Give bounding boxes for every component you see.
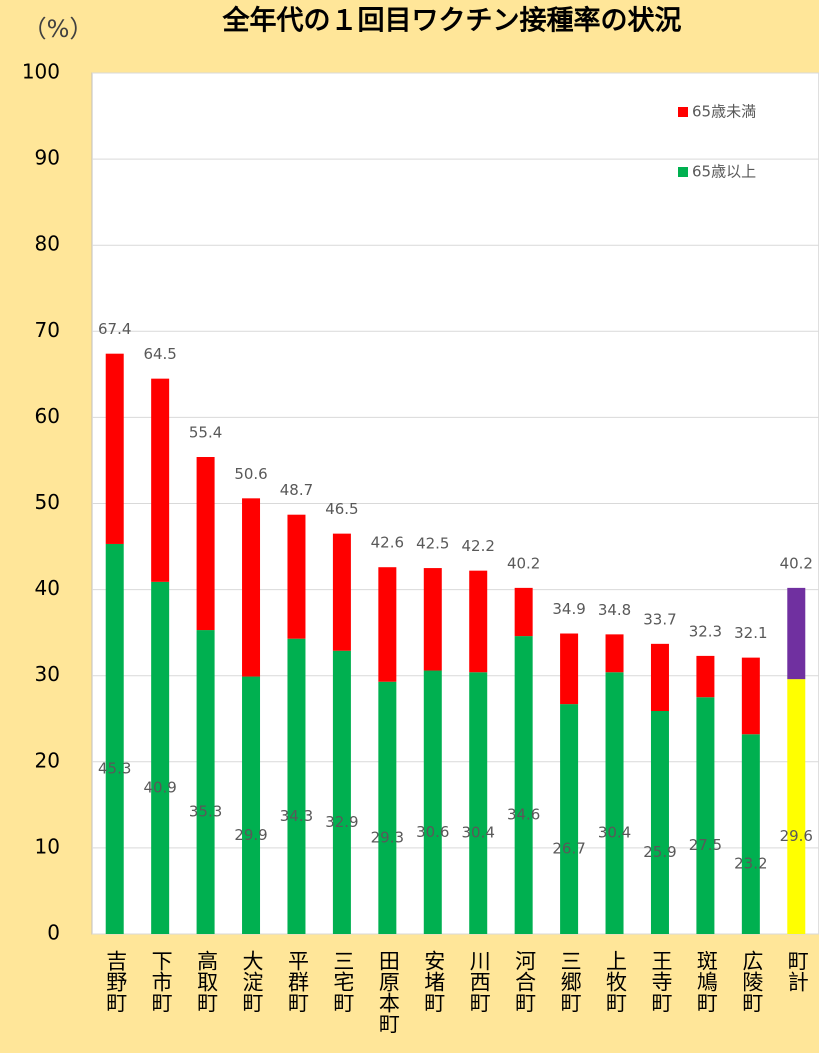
bar-segment (242, 676, 261, 934)
total-label: 40.2 (507, 554, 540, 572)
total-label: 32.1 (734, 624, 767, 642)
bar-segment (605, 634, 624, 673)
x-tick-label: 平群町 (285, 950, 309, 1013)
bar-segment (378, 567, 397, 682)
bar-segment (378, 681, 397, 934)
data-label: 29.3 (371, 828, 404, 846)
data-label: 34.6 (507, 806, 540, 824)
total-label: 33.7 (643, 610, 676, 628)
y-tick-label: 70 (35, 318, 60, 342)
bar-segment (287, 638, 306, 934)
x-tick-label: 下市町 (149, 950, 173, 1013)
bar-segment (196, 630, 215, 934)
bar-segment (650, 711, 669, 934)
y-tick-label: 100 (22, 60, 60, 84)
data-label: 30.4 (462, 824, 495, 842)
bar-segment (287, 514, 306, 639)
data-label: 26.7 (552, 840, 585, 858)
data-label: 30.6 (416, 823, 449, 841)
legend-label: 65歳以上 (692, 163, 756, 181)
x-tick-label: 安堵町 (422, 950, 446, 1013)
legend-label: 65歳未満 (692, 103, 756, 121)
data-label: 30.4 (598, 824, 631, 842)
x-tick-label: 三郷町 (558, 950, 582, 1013)
chart-title: 全年代の１回目ワクチン接種率の状況 (222, 5, 682, 37)
legend-swatch (678, 167, 688, 177)
bar-segment (423, 568, 442, 671)
data-label: 27.5 (689, 836, 722, 854)
x-tick-label: 川西町 (467, 950, 491, 1013)
bar-segment (696, 655, 715, 698)
x-tick-label: 王寺町 (649, 950, 673, 1013)
y-tick-label: 50 (35, 490, 60, 514)
y-tick-label: 10 (35, 834, 60, 858)
bar-segment (469, 570, 488, 673)
bar-segment (332, 533, 351, 651)
bar-segment (151, 378, 170, 582)
x-tick-label: 田原本町 (376, 950, 400, 1034)
y-tick-label: 80 (35, 232, 60, 256)
bar-segment (151, 581, 170, 934)
bar-segment (650, 643, 669, 712)
y-tick-label: 90 (35, 146, 60, 170)
total-label: 50.6 (234, 465, 267, 483)
bar-segment (605, 672, 624, 934)
bar-segment (560, 704, 579, 934)
x-tick-label: 三宅町 (331, 950, 355, 1013)
bar-segment (469, 672, 488, 934)
bar-segment (242, 498, 261, 677)
total-label: 64.5 (143, 345, 176, 363)
total-label: 67.4 (98, 320, 131, 338)
bar-segment (196, 457, 215, 631)
total-label: 34.9 (552, 600, 585, 618)
bar-segment (514, 587, 533, 637)
y-axis-label: （%） (23, 15, 94, 43)
y-tick-label: 40 (35, 576, 60, 600)
y-tick-label: 30 (35, 662, 60, 686)
data-label: 25.9 (643, 843, 676, 861)
total-label: 42.5 (416, 535, 449, 553)
bar-segment (741, 734, 760, 934)
x-tick-label: 広陵町 (740, 950, 764, 1013)
bar-segment (105, 543, 124, 934)
y-tick-label: 60 (35, 404, 60, 428)
data-label: 23.2 (734, 855, 767, 873)
x-tick-label: 斑鳩町 (694, 950, 718, 1013)
total-label: 34.8 (598, 601, 631, 619)
data-label: 29.6 (780, 827, 813, 845)
y-tick-label: 20 (35, 748, 60, 772)
bar-segment (514, 636, 533, 934)
x-tick-label: 河合町 (513, 950, 537, 1013)
bar-segment (787, 587, 806, 680)
total-label: 40.2 (780, 554, 813, 572)
y-tick-label: 0 (47, 921, 60, 945)
bar-segment (696, 697, 715, 934)
bar-segment (741, 657, 760, 735)
legend-swatch (678, 107, 688, 117)
total-label: 32.3 (689, 622, 722, 640)
data-label: 35.3 (189, 803, 222, 821)
data-label: 40.9 (143, 778, 176, 796)
data-label: 34.3 (280, 807, 313, 825)
data-label: 45.3 (98, 759, 131, 777)
total-label: 55.4 (189, 424, 222, 442)
data-label: 32.9 (325, 813, 358, 831)
x-tick-label: 町計 (785, 950, 809, 992)
bar-segment (423, 670, 442, 934)
x-tick-label: 高取町 (195, 950, 219, 1013)
bar-segment (787, 679, 806, 934)
x-tick-label: 大淀町 (240, 950, 264, 1013)
data-label: 29.9 (234, 826, 267, 844)
total-label: 46.5 (325, 500, 358, 518)
bar-segment (332, 650, 351, 934)
bar-segment (105, 353, 124, 544)
x-tick-label: 上牧町 (604, 950, 628, 1013)
x-tick-label: 吉野町 (104, 950, 128, 1013)
bar-segment (560, 633, 579, 705)
total-label: 48.7 (280, 481, 313, 499)
total-label: 42.6 (371, 534, 404, 552)
total-label: 42.2 (462, 537, 495, 555)
